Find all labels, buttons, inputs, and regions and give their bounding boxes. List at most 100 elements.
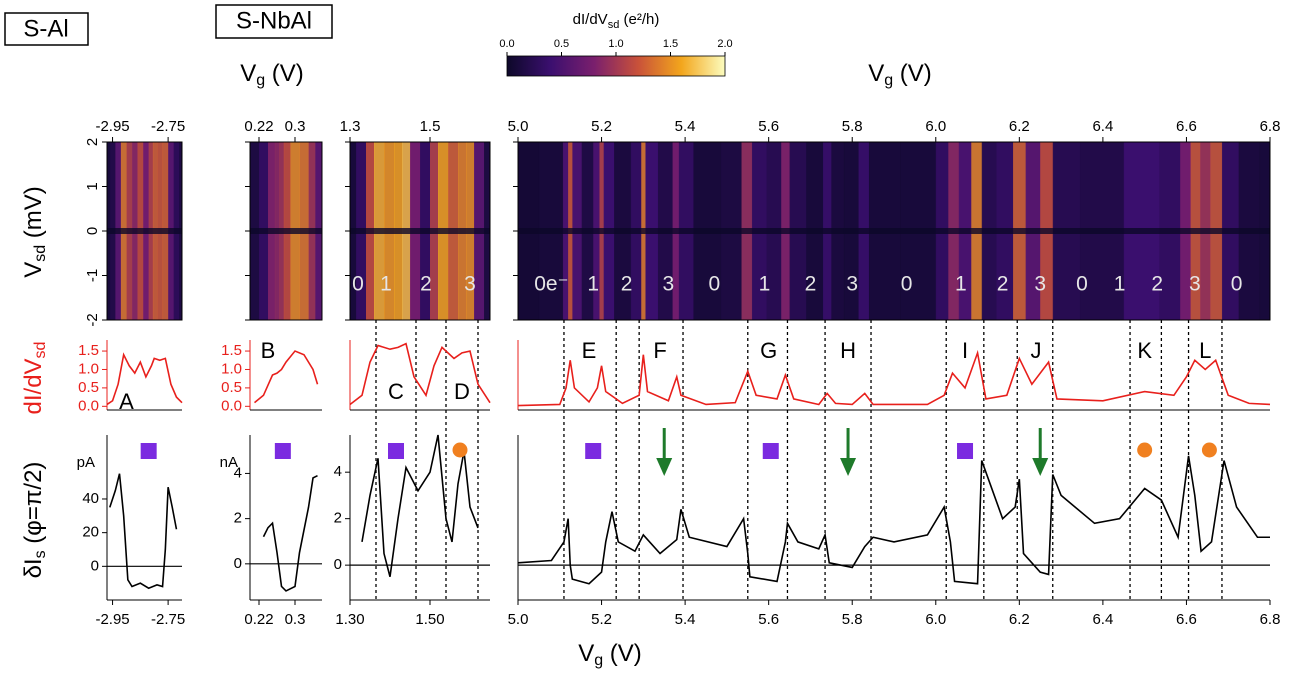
title-box [4,12,89,46]
axis-label: Vg (V) [240,60,304,89]
x-tick-label: 6.8 [1260,118,1281,135]
axis-label-part: δI [20,558,47,578]
axis-label-sub: g [256,72,265,89]
colorbar-tick-label: 0.0 [499,38,514,50]
square-marker [957,443,974,459]
axis-label-part: (mV) [20,186,47,245]
charge-state: 1 [759,273,771,296]
colorbar-tick-label: 2.0 [717,38,732,50]
axis-label-part: (φ=π/2) [20,462,47,551]
didv-line [253,350,319,404]
x-tick-label: 5.6 [758,611,779,628]
heatmap-zero-band [107,228,182,234]
dis-line [361,434,479,577]
x-tick-label: 5.2 [591,611,612,628]
x-tick-label: 5.8 [842,611,863,628]
region-label: I [962,338,968,363]
axis-label-part: V [240,60,256,87]
charge-state: 1 [380,273,392,296]
y-tick-label: 0 [91,557,99,574]
region-label: D [454,379,470,404]
square-marker [585,443,602,459]
charge-state: 2 [621,273,633,296]
axis-label: dI/dVsd [20,342,49,415]
x-tick-label: 6.6 [1176,611,1197,628]
arrow-head [840,458,857,476]
charge-state: 2 [805,273,817,296]
x-tick-label: 5.6 [758,118,779,135]
charge-state: 0e⁻ [534,273,568,296]
charge-state: 0 [901,273,913,296]
x-tick-label: 5.0 [508,118,529,135]
axis-label-sub: g [594,652,603,669]
colorbar-tick-label: 0.5 [554,38,569,50]
y-tick-label: -2 [84,313,101,326]
charge-state: 0 [1076,273,1088,296]
circle-marker [1137,442,1153,458]
x-tick-label: 1.50 [415,611,444,628]
y-tick-label: 2 [334,510,342,527]
x-tick-label: -2.95 [95,118,129,135]
y-tick-label: 1.0 [78,360,99,377]
colorbar-label: dI/dVsd (e²/h) [573,11,660,31]
panel-title: S-NbAl [236,7,312,34]
axis-label-part: V [20,262,47,278]
y-tick-label: 2 [84,138,101,146]
axis-label: Vsd (mV) [20,186,49,278]
x-tick-label: -2.75 [151,118,185,135]
axis-label-sub: sd [32,245,49,262]
axis-label: δIs (φ=π/2) [20,462,49,579]
charge-state: 3 [1189,273,1201,296]
y-tick-label: 0 [234,555,242,572]
axis-label-sub: sd [32,342,49,359]
arrow-head [656,458,673,476]
x-tick-label: 6.6 [1176,118,1197,135]
heatmap-zero-band [518,228,1270,234]
charge-state: 3 [846,273,858,296]
y-tick-label: 0.5 [78,379,99,396]
charge-state: 1 [1114,273,1126,296]
x-tick-label: 0.22 [244,611,273,628]
axis-label-part: (V) [893,60,932,87]
x-tick-label: 6.4 [1092,611,1113,628]
charge-state: 0 [1231,273,1243,296]
unit-label: nA [220,454,238,471]
dis-line [262,474,318,592]
dis-line [517,455,1270,585]
colorbar-tick-label: 1.5 [663,38,678,50]
x-tick-label: 0.3 [285,611,306,628]
x-tick-label: 6.0 [925,611,946,628]
axis-label-part: V [868,60,884,87]
y-tick-label: 1.5 [78,342,99,359]
y-tick-label: 0 [334,556,342,573]
circle-marker [1201,442,1217,458]
axis-label: Vg (V) [578,640,642,669]
axis-label-sub: s [32,550,49,558]
circle-marker [452,442,468,458]
x-tick-label: 5.8 [842,118,863,135]
y-tick-label: 40 [82,490,99,507]
arrow-head [1032,458,1049,476]
title-box [215,4,333,39]
axis-label-part: (V) [603,640,642,667]
y-tick-label: 1.0 [221,360,242,377]
x-tick-label: 6.0 [925,118,946,135]
x-tick-label: 5.4 [675,611,696,628]
x-tick-label: 0.22 [244,118,273,135]
region-label: F [653,338,666,363]
region-label: L [1199,338,1211,363]
x-tick-label: 5.4 [675,118,696,135]
x-tick-label: 1.3 [340,118,361,135]
heatmap [250,142,322,320]
didv-line [349,342,491,406]
charge-state: 0 [709,273,721,296]
x-tick-label: 5.2 [591,118,612,135]
heatmap [518,142,1270,320]
y-tick-label: 1.5 [221,342,242,359]
heatmap [350,142,490,320]
y-tick-label: -1 [84,269,101,282]
charge-state: 3 [663,273,675,296]
y-tick-label: 0.5 [221,379,242,396]
x-tick-label: 0.3 [285,118,306,135]
